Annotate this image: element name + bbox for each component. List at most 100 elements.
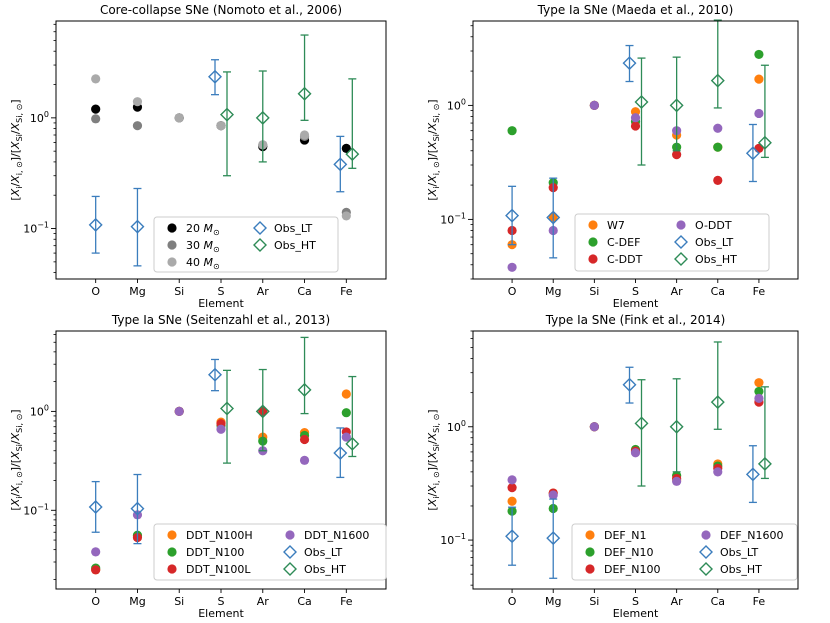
data-point-40-m-: [91, 74, 101, 84]
legend-marker: [167, 530, 177, 540]
y-axis-label: [Xi/Xi, ⊙]/[XSi/XSi, ⊙]: [426, 409, 441, 510]
data-point-def-n1600: [589, 422, 599, 432]
x-tick-label: O: [91, 595, 100, 608]
data-point-o-ddt: [630, 113, 641, 123]
legend-marker: [167, 257, 177, 267]
data-point-obs-ht: [255, 110, 270, 125]
x-tick-label: Ar: [257, 285, 270, 298]
legend-label: Obs_HT: [274, 239, 316, 252]
x-tick-label: O: [508, 595, 517, 608]
data-point-obs-lt: [88, 499, 103, 514]
data-point-c-def: [713, 142, 723, 152]
y-tick-label: 10−1: [23, 502, 49, 517]
x-tick-label: Si: [174, 285, 184, 298]
data-point-20-m-: [341, 143, 351, 153]
legend-marker: [674, 235, 688, 249]
data-point-ddt-n1600: [91, 547, 101, 557]
legend-label: DEF_N1600: [720, 529, 783, 542]
data-point-def-n1: [507, 496, 517, 506]
legend-box: [153, 523, 387, 581]
legend-label: Obs_LT: [304, 546, 342, 559]
data-point-c-ddt: [713, 175, 723, 185]
data-point-ddt-n1600: [341, 432, 351, 442]
legend-marker: [585, 564, 595, 574]
legend-marker: [588, 220, 598, 230]
data-point-obs-ht: [220, 401, 234, 416]
data-point-obs-ht: [297, 382, 312, 397]
data-point-obs-ht: [255, 404, 270, 419]
data-point-c-ddt: [630, 121, 641, 131]
x-tick-label: O: [508, 285, 517, 298]
data-point-ddt-n1600: [174, 406, 184, 416]
x-axis-label: Element: [613, 607, 659, 620]
y-tick-label: 10−1: [440, 211, 466, 226]
legend-marker: [676, 220, 686, 230]
legend-label: 30 M⊙: [186, 239, 220, 254]
data-point-def-n1600: [507, 475, 517, 485]
legend-label: Obs_HT: [304, 563, 346, 576]
legend-label: 40 M⊙: [186, 256, 220, 271]
plot-frame: [472, 330, 799, 590]
x-tick-label: Ca: [297, 285, 311, 298]
x-tick-label: Ar: [671, 285, 684, 298]
chart-panel-2: Type Ia SNe (Maeda et al., 2010) 10−1 100 O…: [426, 3, 799, 310]
data-point-obs-ht: [345, 436, 360, 451]
chart-panel-3: Type Ia SNe (Seitenzahl et al., 2013) 10−…: [9, 313, 387, 620]
x-tick-label: Ar: [257, 595, 270, 608]
data-point-ddt-n100: [341, 408, 351, 418]
y-tick-label: 100: [447, 97, 466, 112]
x-tick-label: S: [632, 285, 639, 298]
legend-label: DDT_N1600: [304, 529, 369, 542]
data-point-obs-ht: [345, 147, 360, 162]
legend-label: Obs_LT: [720, 546, 758, 559]
plot-frame: [472, 20, 799, 280]
data-point-40-m-: [299, 130, 310, 140]
legend-marker: [285, 530, 295, 540]
data-point-ddt-n1600: [299, 455, 310, 465]
chart-title: Core-collapse SNe (Nomoto et al., 2006): [100, 3, 342, 17]
legend-label: DDT_N100L: [186, 563, 251, 576]
data-point-o-ddt: [507, 262, 517, 272]
x-axis-label: Element: [613, 297, 659, 310]
x-tick-label: Fe: [340, 285, 353, 298]
legend-label: 20 M⊙: [186, 222, 220, 237]
x-axis-label: Element: [198, 607, 244, 620]
x-tick-label: Mg: [129, 595, 145, 608]
y-axis-label: [Xi/Xi, ⊙]/[XSi/XSi, ⊙]: [9, 99, 24, 200]
legend-label: DEF_N10: [604, 546, 653, 559]
legend-marker: [283, 545, 297, 559]
legend-marker: [167, 240, 177, 250]
legend-label: Obs_LT: [695, 236, 733, 249]
data-point-c-ddt: [672, 150, 682, 160]
data-point-o-ddt: [589, 100, 599, 110]
legend-label: O-DDT: [695, 219, 732, 232]
x-tick-label: S: [632, 595, 639, 608]
legend-label: DDT_N100: [186, 546, 244, 559]
chart-title: Type Ia SNe (Seitenzahl et al., 2013): [111, 313, 330, 327]
data-point-obs-lt: [130, 219, 145, 234]
legend: DEF_N1 DEF_N10 DEF_N100 DEF_N1600 Obs_LT Obs_…: [571, 523, 798, 581]
legend-marker: [699, 545, 713, 559]
data-point-o-ddt: [713, 123, 723, 133]
legend-marker: [253, 238, 267, 252]
x-tick-label: Fe: [340, 595, 353, 608]
x-tick-label: Si: [589, 285, 599, 298]
x-tick-label: S: [218, 285, 225, 298]
data-point-obs-lt: [505, 208, 520, 223]
legend-label: Obs_LT: [274, 222, 312, 235]
data-point-o-ddt: [754, 108, 764, 119]
plot-frame: [55, 20, 387, 280]
data-point-obs-lt: [208, 367, 222, 382]
x-tick-label: O: [91, 285, 100, 298]
y-axis-label: [Xi/Xi, ⊙]/[XSi/XSi, ⊙]: [9, 409, 24, 510]
chart-title: Type Ia SNe (Fink et al., 2014): [545, 313, 726, 327]
legend: 20 M⊙ 30 M⊙ 40 M⊙ Obs_LT Obs_HT: [153, 216, 339, 273]
data-point-40-m-: [174, 113, 184, 123]
y-tick-label: 10−1: [440, 532, 466, 547]
x-tick-label: Ca: [711, 595, 725, 608]
data-point-obs-lt: [333, 157, 348, 172]
legend-marker: [253, 221, 267, 235]
data-point-40-m-: [132, 97, 143, 107]
x-tick-label: Si: [589, 595, 599, 608]
